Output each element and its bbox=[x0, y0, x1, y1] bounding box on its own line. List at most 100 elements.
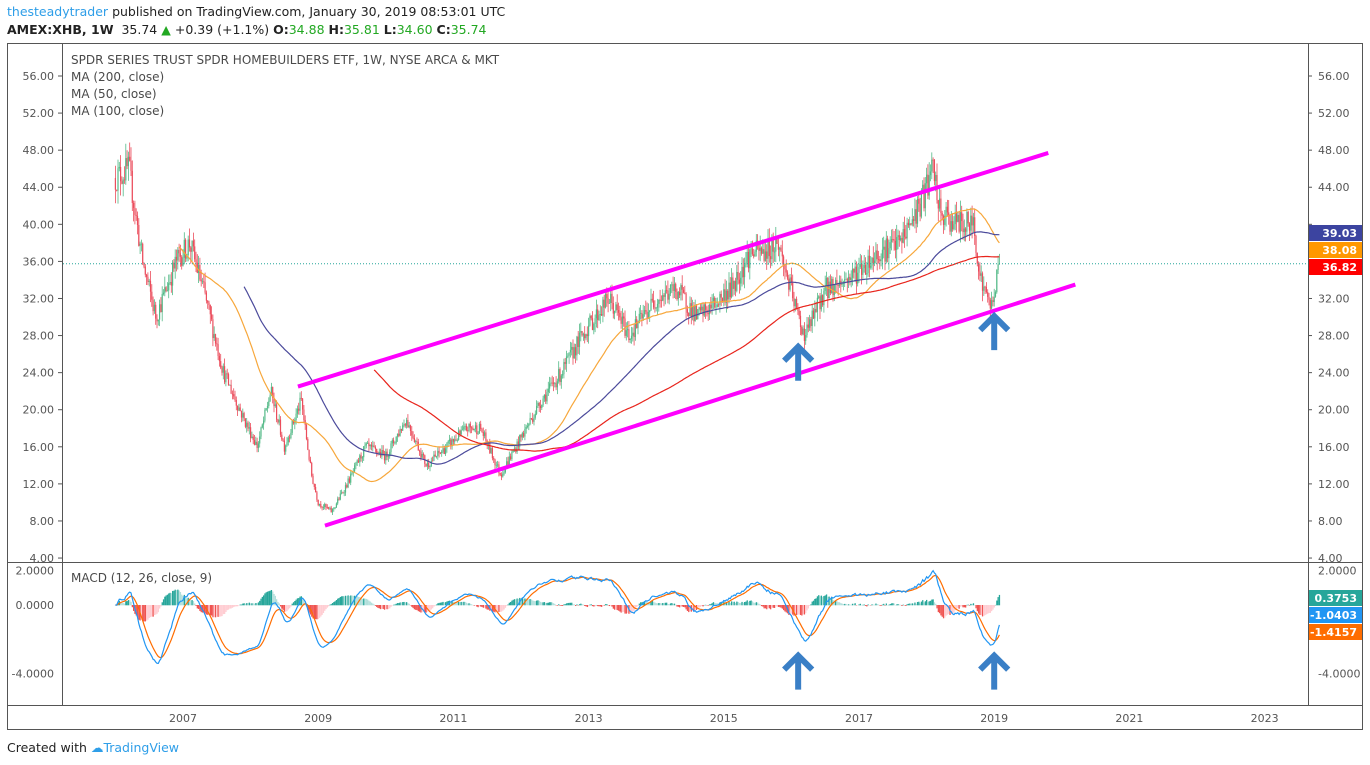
candle-body bbox=[809, 319, 811, 328]
candle-body bbox=[642, 314, 644, 319]
candle bbox=[744, 257, 746, 289]
candle-body bbox=[369, 444, 371, 447]
macd-histogram-bar bbox=[166, 594, 169, 606]
candle bbox=[296, 405, 298, 418]
candle-body bbox=[493, 458, 495, 460]
macd-histogram-bar bbox=[493, 605, 495, 612]
candle-body bbox=[601, 314, 603, 316]
tradingview-link[interactable]: TradingView bbox=[103, 740, 179, 755]
candle-body bbox=[201, 281, 204, 283]
legend-ma100[interactable]: MA (100, close) bbox=[71, 104, 165, 118]
macd-histogram-bar bbox=[942, 605, 945, 619]
macd-histogram-bar bbox=[506, 605, 508, 606]
candle bbox=[798, 307, 800, 320]
macd-histogram-bar bbox=[746, 600, 748, 606]
candle-body bbox=[764, 251, 766, 261]
macd-histogram-bar bbox=[341, 596, 343, 606]
macd-histogram-bar bbox=[758, 603, 760, 606]
candle bbox=[708, 303, 711, 321]
candle-body bbox=[900, 237, 902, 241]
macd-histogram-bar bbox=[831, 598, 833, 606]
macd-histogram-bar bbox=[471, 604, 473, 606]
macd-histogram-bar bbox=[396, 603, 399, 606]
candle bbox=[928, 162, 930, 200]
macd-histogram-bar bbox=[552, 603, 555, 606]
candle-body bbox=[134, 207, 136, 215]
macd-histogram-bar bbox=[819, 596, 821, 606]
macd-histogram-bar bbox=[230, 605, 232, 609]
candle-body bbox=[949, 215, 951, 232]
candle-body bbox=[832, 278, 834, 296]
candle bbox=[855, 261, 857, 295]
macd-histogram-bar bbox=[615, 605, 617, 610]
macd-histogram-bar bbox=[632, 605, 634, 612]
macd-histogram-bar bbox=[276, 599, 278, 606]
macd-histogram-bar bbox=[329, 604, 331, 606]
author-link[interactable]: thesteadytrader bbox=[7, 4, 109, 19]
legend-macd[interactable]: MACD (12, 26, close, 9) bbox=[71, 571, 213, 585]
ma50-line bbox=[178, 208, 1000, 483]
macd-histogram-bar bbox=[643, 601, 646, 606]
candle bbox=[900, 235, 902, 242]
candle bbox=[975, 234, 977, 257]
candle-body bbox=[868, 255, 870, 268]
candle-body bbox=[621, 316, 623, 324]
macd-histogram-bar bbox=[604, 604, 607, 606]
macd-histogram-bar bbox=[734, 602, 737, 606]
macd-histogram-bar bbox=[365, 598, 367, 606]
macd-histogram-bar bbox=[239, 604, 241, 606]
candle bbox=[915, 199, 917, 233]
macd-histogram-bar bbox=[889, 604, 891, 606]
candle bbox=[667, 280, 669, 304]
candle bbox=[993, 288, 995, 307]
price-pane[interactable] bbox=[63, 142, 1308, 528]
candle bbox=[264, 407, 266, 423]
candle-body bbox=[116, 189, 118, 191]
left-price-tick: 20.00 bbox=[23, 404, 55, 417]
macd-histogram-bar bbox=[179, 591, 182, 606]
macd-histogram-bar bbox=[738, 602, 741, 606]
candle bbox=[211, 306, 213, 322]
candle bbox=[727, 289, 729, 309]
candle-body bbox=[784, 264, 786, 270]
macd-histogram-bar bbox=[419, 605, 421, 612]
candle bbox=[864, 257, 867, 275]
macd-histogram-bar bbox=[291, 603, 293, 606]
candle bbox=[285, 444, 287, 455]
legend-ma50[interactable]: MA (50, close) bbox=[71, 87, 157, 101]
candle bbox=[675, 282, 677, 300]
candle bbox=[374, 445, 376, 453]
candle-body bbox=[875, 250, 877, 261]
candle-body bbox=[785, 269, 787, 273]
candle bbox=[867, 249, 869, 277]
candle-body bbox=[954, 212, 956, 225]
candle-body bbox=[815, 308, 817, 312]
candle-body bbox=[485, 432, 487, 441]
candle-body bbox=[315, 486, 317, 493]
candle bbox=[178, 243, 180, 262]
candle bbox=[209, 304, 211, 324]
candle bbox=[300, 391, 302, 401]
candle-body bbox=[588, 325, 590, 337]
candle-body bbox=[118, 166, 120, 169]
candle-body bbox=[494, 459, 496, 466]
macd-histogram-bar bbox=[330, 604, 332, 606]
candle bbox=[329, 506, 331, 511]
candle bbox=[569, 341, 571, 358]
symbol: AMEX:XHB, 1W bbox=[7, 22, 114, 37]
candle bbox=[357, 457, 360, 464]
macd-histogram-bar bbox=[699, 605, 702, 607]
candle bbox=[807, 317, 809, 333]
macd-histogram-bar bbox=[407, 603, 409, 606]
candle bbox=[883, 236, 885, 259]
macd-pane[interactable] bbox=[114, 569, 1011, 690]
candle bbox=[316, 490, 318, 502]
legend-ma200[interactable]: MA (200, close) bbox=[71, 70, 165, 84]
macd-histogram-bar bbox=[959, 605, 962, 607]
candle-body bbox=[653, 300, 655, 308]
candle-body bbox=[755, 240, 757, 252]
macd-value-label-bg bbox=[1309, 590, 1362, 606]
candle bbox=[781, 240, 783, 265]
candle-body bbox=[724, 289, 726, 303]
